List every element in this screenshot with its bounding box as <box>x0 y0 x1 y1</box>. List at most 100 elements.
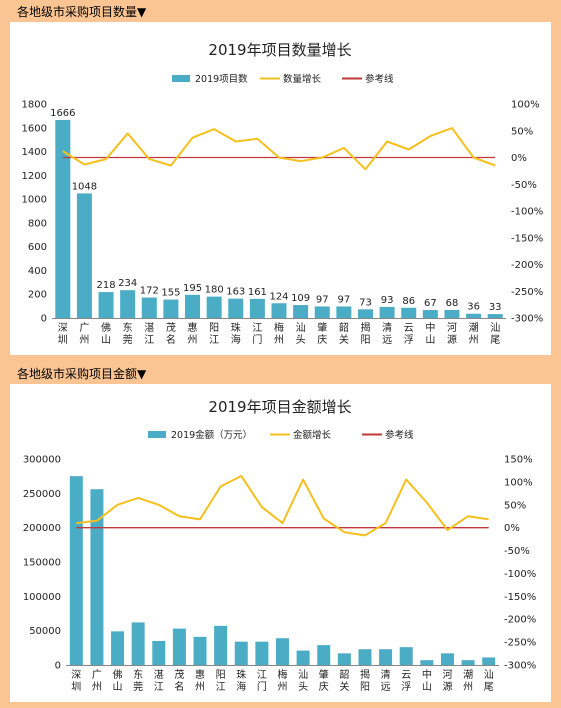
x-tick-label: 揭阳 <box>360 321 370 346</box>
bar-data-label: 36 <box>467 302 480 313</box>
bar <box>420 660 434 665</box>
y-right-tick: 0% <box>511 153 527 164</box>
x-tick-label: 揭阳 <box>360 668 370 693</box>
y-left-tick: 50000 <box>29 626 61 637</box>
bar-data-label: 163 <box>226 287 245 298</box>
legend-label-2: 参考线 <box>385 429 414 441</box>
y-left-tick: 1600 <box>22 123 47 134</box>
bar <box>440 653 454 665</box>
x-tick-label: 云浮 <box>404 323 414 346</box>
y-left-tick: 1800 <box>22 100 47 111</box>
bar-data-label: 155 <box>161 288 180 299</box>
bar <box>131 622 145 665</box>
y-left-tick: 150000 <box>23 558 61 569</box>
quantity-chart: 2019年项目数量增长 2019项目数 数量增长 参考线 0 200 400 600 800 10… <box>22 41 544 346</box>
bar <box>336 306 352 318</box>
y-right-tick: -300% <box>504 661 536 672</box>
bar <box>214 625 228 665</box>
x-tick-label: 佛山 <box>113 668 123 693</box>
legend-label-0: 2019金额（万元） <box>171 429 252 441</box>
x-tick-label: 阳江 <box>209 322 219 346</box>
x-tick-label: 中山 <box>422 668 432 693</box>
bar <box>357 309 373 318</box>
y-left-tick: 400 <box>28 266 47 277</box>
x-tick-label: 清远 <box>381 668 391 693</box>
y-left-tick: 200 <box>28 290 47 301</box>
section-header-amount[interactable]: 各地级市采购项目金额▼ <box>17 367 147 381</box>
bar <box>172 628 186 665</box>
x-tick-label: 佛山 <box>101 321 111 346</box>
bar-data-label: 218 <box>97 280 116 291</box>
y-right-tick: -250% <box>504 638 536 649</box>
bar-data-label: 161 <box>248 287 267 298</box>
bar-data-label: 1048 <box>72 181 97 192</box>
bar-data-label: 124 <box>269 291 288 302</box>
y-left-tick: 600 <box>28 242 47 253</box>
bar <box>206 296 222 318</box>
bar <box>461 660 475 665</box>
bar-data-label: 180 <box>205 285 224 296</box>
legend-label-0: 2019项目数 <box>195 73 248 85</box>
x-tick-label: 湛江 <box>154 669 164 693</box>
y-right-tick: -250% <box>511 287 543 298</box>
y-left-tick: 300000 <box>23 455 61 466</box>
x-tick-label: 珠海 <box>231 321 241 346</box>
bar-data-label: 234 <box>118 278 137 289</box>
chart-panel-quantity: 2019年项目数量增长 2019项目数 数量增长 参考线 0 200 400 600 800 10… <box>10 22 551 355</box>
bar <box>466 313 482 318</box>
x-tick-label: 深圳 <box>58 322 68 346</box>
x-tick-label: 韶关 <box>339 668 349 693</box>
growth-line <box>62 127 496 171</box>
x-tick-label: 江门 <box>257 669 267 693</box>
bar <box>152 640 166 665</box>
bar <box>234 641 248 665</box>
x-tick-label: 汕头 <box>296 322 306 346</box>
bar-data-label: 109 <box>291 293 310 304</box>
bar <box>401 307 417 318</box>
bar <box>120 290 136 318</box>
y-right-tick: 50% <box>504 500 526 511</box>
legend-label-2: 参考线 <box>365 73 394 85</box>
bar-data-label: 67 <box>424 298 437 309</box>
bar <box>228 298 244 318</box>
bar <box>90 489 104 665</box>
bar <box>482 657 496 665</box>
bar-data-label: 68 <box>446 298 459 309</box>
x-tick-label: 潮州 <box>463 668 473 693</box>
bar-data-label: 97 <box>337 294 350 305</box>
bar <box>76 193 92 318</box>
bar <box>358 649 372 665</box>
y-right-tick: -100% <box>504 569 536 580</box>
bar <box>271 303 287 318</box>
y-left-tick: 1400 <box>22 147 47 158</box>
x-tick-label: 肇庆 <box>319 668 329 693</box>
bar <box>296 650 310 665</box>
y-right-tick: -300% <box>511 314 543 325</box>
bar <box>141 297 157 318</box>
y-right-tick: 0% <box>504 523 520 534</box>
x-tick-label: 河源 <box>442 669 452 693</box>
bar-data-label: 97 <box>316 294 329 305</box>
x-tick-label: 广州 <box>92 669 102 693</box>
x-tick-label: 东莞 <box>123 321 133 346</box>
bar <box>487 314 503 318</box>
bar <box>163 299 179 318</box>
x-tick-label: 韶关 <box>339 321 349 346</box>
x-tick-label: 东莞 <box>133 668 143 693</box>
x-tick-label: 梅州 <box>274 321 284 346</box>
x-tick-label: 湛江 <box>144 322 154 346</box>
legend-swatch-0 <box>172 75 190 82</box>
x-tick-label: 汕尾 <box>484 669 494 693</box>
bar <box>276 638 289 665</box>
section-header-quantity[interactable]: 各地级市采购项目数量▼ <box>17 5 147 19</box>
bar-data-label: 93 <box>381 295 394 306</box>
y-right-tick: 100% <box>504 477 533 488</box>
bar <box>98 292 114 318</box>
bar <box>255 641 269 665</box>
bar-data-label: 172 <box>140 286 159 297</box>
y-right-tick: -50% <box>504 546 530 557</box>
x-tick-label: 汕尾 <box>490 322 500 346</box>
bar <box>111 631 125 665</box>
bar <box>249 298 265 318</box>
y-left-tick: 200000 <box>23 523 61 534</box>
